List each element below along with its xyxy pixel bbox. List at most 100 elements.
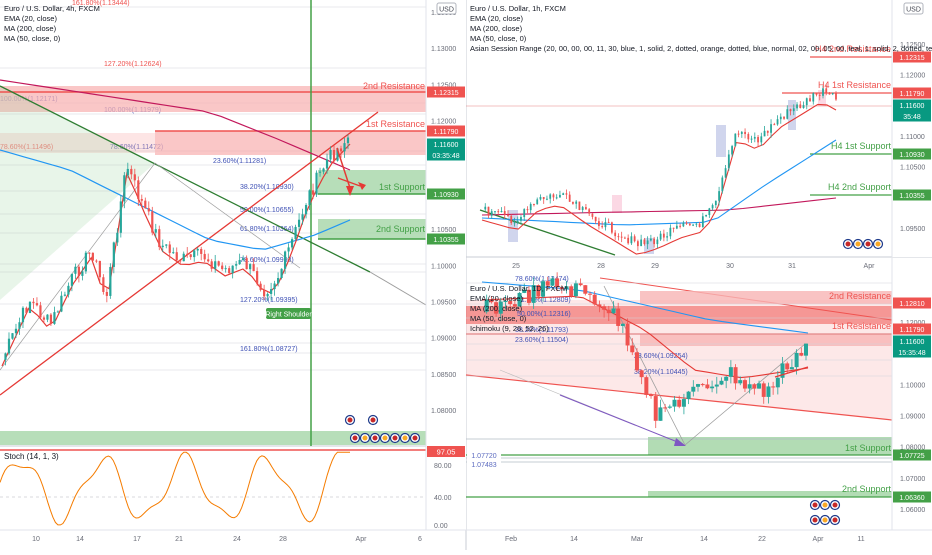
tr-candle bbox=[685, 222, 688, 224]
br-candle bbox=[794, 352, 799, 368]
tr-h4-2nd-support-label: H4 2nd Support bbox=[828, 182, 892, 192]
left-price-tag: 1.12315 bbox=[433, 90, 458, 97]
br-fib-label: 38.20%(1.11793) bbox=[515, 327, 568, 334]
tr-price-tick: 1.09500 bbox=[900, 226, 925, 233]
tr-candle bbox=[552, 194, 555, 198]
tr-date-tick: 30 bbox=[726, 263, 734, 270]
tr-date-axis[interactable]: 25 28 29 30 31 Apr bbox=[512, 263, 875, 270]
left-fib-label: 78.60%(1.11472) bbox=[110, 144, 163, 151]
br-price-tag: 15:35:48 bbox=[898, 350, 925, 357]
bottom-right-1d-panel: 78.60%(1.13474) 61.80%(1.12809) 50.00%(1.1… bbox=[465, 258, 932, 543]
br-1st-support-label: 1st Support bbox=[845, 443, 892, 453]
tr-candle bbox=[835, 93, 837, 100]
left-candle bbox=[35, 303, 39, 306]
tr-price-tag: 35:48 bbox=[903, 114, 921, 121]
br-candle bbox=[630, 345, 635, 353]
left-candle bbox=[325, 159, 329, 169]
tr-candle bbox=[705, 214, 707, 217]
br-candle bbox=[804, 343, 808, 356]
br-date-tick: Mar bbox=[631, 536, 644, 543]
tr-candle bbox=[643, 239, 646, 245]
left-price-tick: 1.09000 bbox=[431, 336, 456, 343]
left-price-tag: 03:35:48 bbox=[432, 153, 459, 160]
left-candle bbox=[175, 252, 178, 261]
left-usd-tag[interactable]: USD bbox=[439, 7, 454, 14]
left-candle bbox=[329, 149, 332, 160]
left-candle bbox=[60, 295, 63, 312]
tr-candle bbox=[714, 200, 717, 206]
left-candle bbox=[266, 293, 269, 297]
br-candle bbox=[559, 287, 564, 290]
tr-candle bbox=[507, 214, 509, 216]
tr-candle bbox=[740, 131, 743, 134]
tr-h4-1st-support-label: H4 1st Support bbox=[831, 141, 892, 151]
tr-price-tag: 1.12315 bbox=[899, 55, 924, 62]
left-candle bbox=[332, 149, 336, 161]
legend-line: MA (200, close) bbox=[470, 304, 523, 313]
tr-candle bbox=[822, 88, 824, 96]
br-date-tick: Apr bbox=[813, 536, 825, 543]
left-price-tick: 1.08500 bbox=[431, 372, 456, 379]
tr-candle bbox=[630, 236, 633, 244]
br-candle bbox=[512, 304, 517, 307]
left-candle bbox=[49, 314, 53, 324]
br-2nd-resistance-zone bbox=[466, 306, 892, 324]
left-price-tag: 1.11600 bbox=[434, 142, 459, 149]
tr-candle bbox=[581, 207, 584, 211]
left-candle bbox=[116, 232, 119, 243]
br-price-tick: 1.09000 bbox=[900, 414, 925, 421]
left-candle bbox=[11, 333, 14, 339]
br-date-axis[interactable]: Feb 14 Mar 14 22 Apr 11 bbox=[505, 536, 865, 543]
left-date-tick: 21 bbox=[175, 536, 183, 543]
left-candle bbox=[290, 239, 294, 248]
left-candle bbox=[242, 258, 245, 260]
tr-candle bbox=[796, 104, 798, 109]
tr-candle bbox=[604, 222, 607, 228]
br-fib-label: 38.20%(1.10445) bbox=[634, 369, 688, 376]
left-candle bbox=[133, 174, 136, 181]
br-price-tag: 1.07725 bbox=[899, 453, 924, 460]
left-candle bbox=[221, 265, 224, 270]
br-2nd-resistance-label: 2nd Resistance bbox=[829, 291, 891, 301]
left-price-tag: 1.11790 bbox=[434, 129, 459, 136]
left-candle bbox=[18, 322, 21, 329]
tr-candle bbox=[523, 209, 526, 218]
br-candle bbox=[503, 301, 508, 303]
left-fib-label: 61.80%(1.10364) bbox=[240, 226, 294, 233]
left-candle bbox=[168, 244, 171, 253]
tr-candle bbox=[503, 211, 506, 215]
left-candle bbox=[339, 148, 343, 152]
left-candle bbox=[140, 199, 143, 201]
tr-candle bbox=[818, 94, 821, 96]
br-date-tick: 14 bbox=[570, 536, 578, 543]
left-date-tick: 24 bbox=[233, 536, 241, 543]
br-price-tag: 1.11790 bbox=[900, 327, 925, 334]
left-candle bbox=[259, 283, 262, 290]
left-event-icons[interactable] bbox=[344, 414, 421, 444]
left-date-axis[interactable]: 10 14 17 21 24 28 Apr 6 bbox=[32, 536, 422, 543]
tr-usd-tag[interactable]: USD bbox=[906, 7, 921, 14]
br-date-tick: 11 bbox=[857, 536, 864, 543]
left-candle bbox=[231, 265, 234, 274]
left-head-shoulder-area bbox=[0, 86, 155, 300]
tr-candle bbox=[724, 168, 727, 178]
tr-candle bbox=[568, 194, 571, 202]
tr-candle bbox=[549, 194, 552, 199]
left-candle bbox=[245, 258, 248, 270]
br-candle bbox=[578, 283, 583, 286]
br-fib-label: 23.60%(1.11504) bbox=[515, 337, 568, 344]
br-candle bbox=[757, 383, 762, 389]
br-1st-resistance-zone bbox=[640, 334, 892, 346]
br-event-icons[interactable] bbox=[809, 499, 841, 526]
left-date-tick: 17 bbox=[133, 536, 141, 543]
left-candle bbox=[238, 259, 241, 265]
tr-price-tag: 1.10355 bbox=[899, 193, 924, 200]
legend-line: Euro / U.S. Dollar, 1h, FXCM bbox=[470, 4, 566, 13]
tr-candle bbox=[698, 223, 701, 227]
tr-candle bbox=[831, 93, 834, 95]
tr-event-icons[interactable] bbox=[842, 238, 884, 250]
legend-line: MA (50, close, 0) bbox=[470, 34, 527, 43]
tr-candle bbox=[588, 209, 591, 214]
tr-candle bbox=[516, 220, 519, 223]
